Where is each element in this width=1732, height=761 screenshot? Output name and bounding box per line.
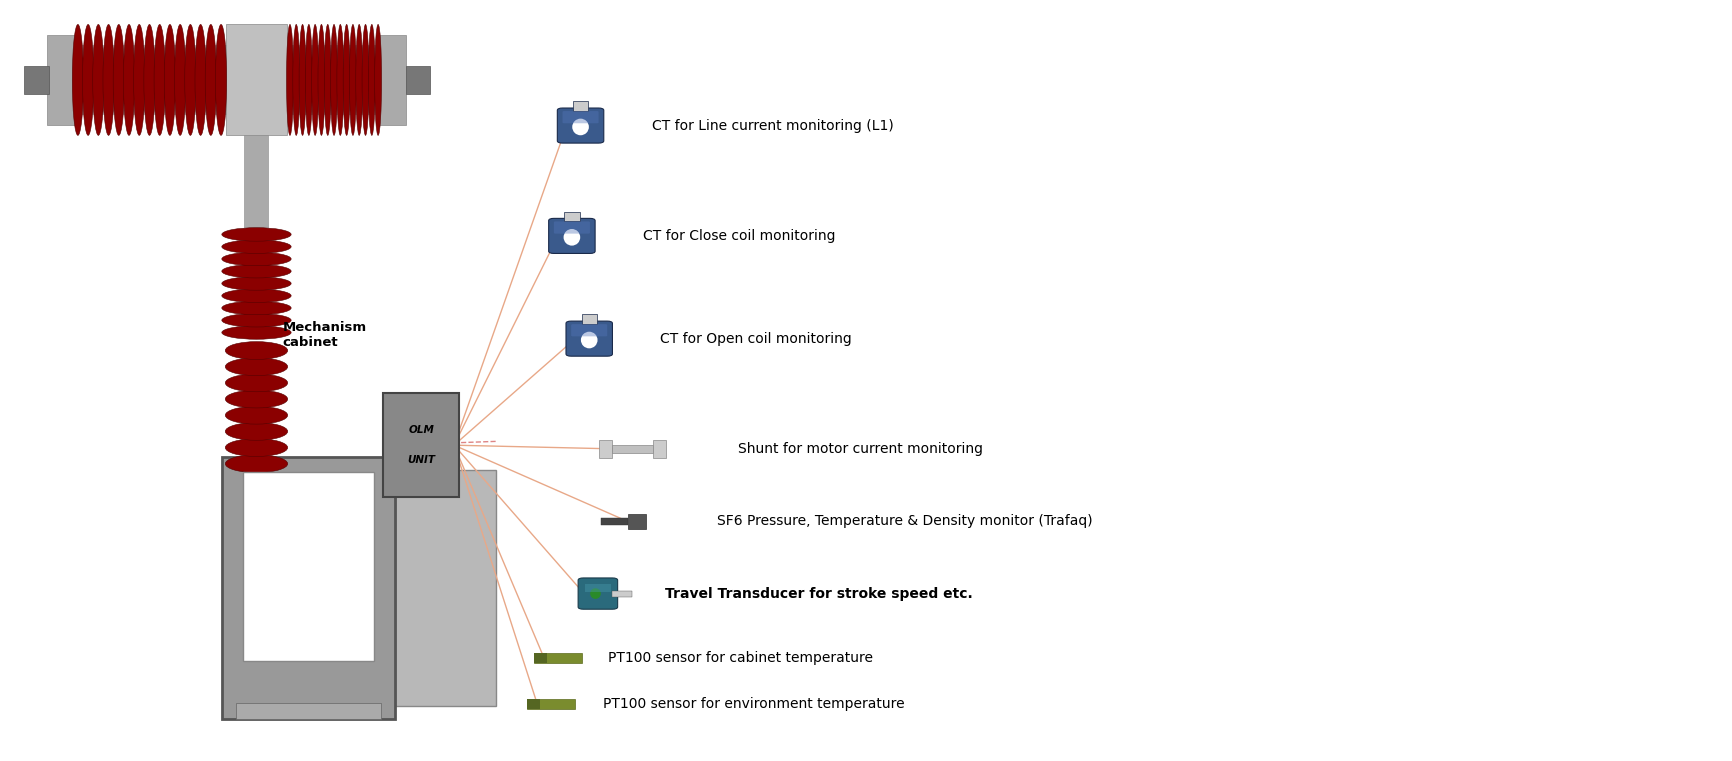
Bar <box>527 699 575 709</box>
Ellipse shape <box>350 24 357 135</box>
Ellipse shape <box>102 24 114 135</box>
Ellipse shape <box>225 406 288 424</box>
Ellipse shape <box>165 24 175 135</box>
Ellipse shape <box>355 24 362 135</box>
Bar <box>599 440 611 458</box>
FancyBboxPatch shape <box>554 221 589 234</box>
Ellipse shape <box>144 24 154 135</box>
Ellipse shape <box>225 358 288 376</box>
Ellipse shape <box>185 24 196 135</box>
FancyBboxPatch shape <box>563 111 598 123</box>
Bar <box>565 212 578 221</box>
Ellipse shape <box>123 24 135 135</box>
Ellipse shape <box>94 24 104 135</box>
Ellipse shape <box>154 24 165 135</box>
Bar <box>601 518 627 524</box>
Ellipse shape <box>312 24 319 135</box>
Bar <box>286 69 381 91</box>
Ellipse shape <box>324 24 331 135</box>
Ellipse shape <box>305 24 312 135</box>
Text: Shunt for motor current monitoring: Shunt for motor current monitoring <box>738 442 982 456</box>
Ellipse shape <box>374 24 381 135</box>
Ellipse shape <box>362 24 369 135</box>
Bar <box>627 514 646 529</box>
Bar <box>378 35 405 125</box>
Bar <box>611 445 653 453</box>
Text: CT for Open coil monitoring: CT for Open coil monitoring <box>660 332 852 345</box>
Ellipse shape <box>343 24 350 135</box>
Ellipse shape <box>317 24 324 135</box>
Ellipse shape <box>225 342 288 359</box>
Text: Mechanism
cabinet: Mechanism cabinet <box>282 321 367 349</box>
Ellipse shape <box>331 24 338 135</box>
Bar <box>395 470 495 706</box>
Bar <box>582 314 596 324</box>
Text: Travel Transducer for stroke speed etc.: Travel Transducer for stroke speed etc. <box>665 587 973 600</box>
Ellipse shape <box>225 455 288 473</box>
Text: UNIT: UNIT <box>407 455 435 465</box>
Ellipse shape <box>222 314 291 327</box>
Bar <box>244 135 268 228</box>
Bar <box>533 653 582 664</box>
Ellipse shape <box>563 229 580 246</box>
Ellipse shape <box>222 301 291 315</box>
Ellipse shape <box>225 422 288 441</box>
Text: CT for Close coil monitoring: CT for Close coil monitoring <box>643 229 835 243</box>
Ellipse shape <box>572 119 589 135</box>
Bar <box>585 584 610 592</box>
FancyBboxPatch shape <box>549 218 594 253</box>
Ellipse shape <box>591 588 601 599</box>
Ellipse shape <box>300 24 307 135</box>
Text: CT for Line current monitoring (L1): CT for Line current monitoring (L1) <box>651 119 892 132</box>
Text: PT100 sensor for cabinet temperature: PT100 sensor for cabinet temperature <box>608 651 873 665</box>
Bar <box>249 228 263 339</box>
Ellipse shape <box>83 24 94 135</box>
Ellipse shape <box>369 24 376 135</box>
Ellipse shape <box>204 24 216 135</box>
Ellipse shape <box>196 24 206 135</box>
Ellipse shape <box>225 390 288 408</box>
FancyBboxPatch shape <box>566 321 611 356</box>
Ellipse shape <box>222 240 291 253</box>
Bar <box>611 591 632 597</box>
Bar <box>47 35 74 125</box>
Ellipse shape <box>222 252 291 266</box>
Ellipse shape <box>336 24 343 135</box>
Text: OLM: OLM <box>409 425 433 435</box>
Bar <box>405 66 430 94</box>
Bar <box>225 24 288 135</box>
Bar <box>242 473 374 661</box>
Ellipse shape <box>113 24 125 135</box>
Bar <box>73 45 381 115</box>
Text: PT100 sensor for environment temperature: PT100 sensor for environment temperature <box>603 697 904 711</box>
FancyBboxPatch shape <box>383 393 459 497</box>
Bar <box>24 66 48 94</box>
FancyBboxPatch shape <box>572 324 606 336</box>
Ellipse shape <box>215 24 227 135</box>
Ellipse shape <box>222 289 291 302</box>
Ellipse shape <box>175 24 185 135</box>
Ellipse shape <box>225 374 288 392</box>
Ellipse shape <box>222 277 291 290</box>
Bar <box>249 342 263 472</box>
Bar <box>222 457 395 719</box>
Bar <box>533 653 547 664</box>
Ellipse shape <box>222 326 291 339</box>
Ellipse shape <box>225 438 288 457</box>
Bar <box>527 699 540 709</box>
Bar <box>236 703 381 719</box>
Ellipse shape <box>286 24 293 135</box>
Ellipse shape <box>222 228 291 241</box>
Ellipse shape <box>222 265 291 278</box>
FancyBboxPatch shape <box>558 108 603 143</box>
Ellipse shape <box>73 24 83 135</box>
Bar <box>573 101 587 111</box>
Ellipse shape <box>580 332 598 349</box>
FancyBboxPatch shape <box>578 578 617 610</box>
Text: SF6 Pressure, Temperature & Density monitor (Trafaq): SF6 Pressure, Temperature & Density moni… <box>717 514 1093 528</box>
Bar <box>653 440 665 458</box>
Ellipse shape <box>293 24 300 135</box>
Ellipse shape <box>133 24 145 135</box>
Bar <box>73 69 225 91</box>
